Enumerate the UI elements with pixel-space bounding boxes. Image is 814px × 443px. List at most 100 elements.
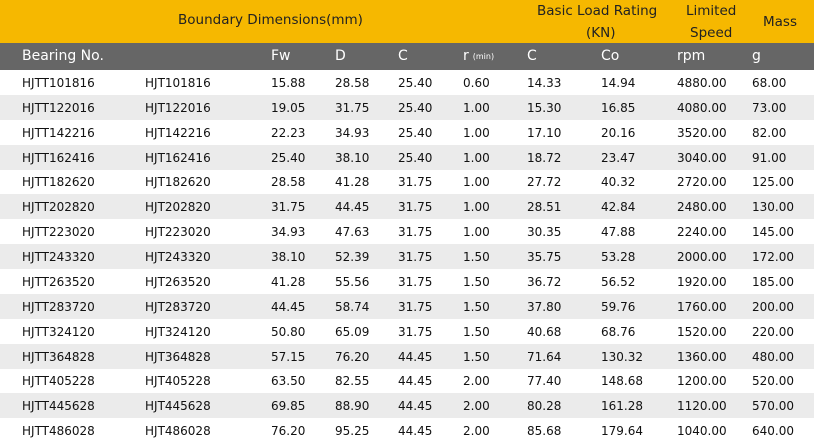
cell: 179.64: [601, 424, 643, 439]
cell: 52.39: [335, 250, 370, 265]
cell: HJTT486028: [22, 424, 95, 439]
table-row: HJTT283720 HJT283720 44.45 58.74 31.75 1.50 37…: [0, 293, 814, 319]
cell: 36.72: [527, 274, 562, 289]
cell: HJT243320: [145, 250, 211, 265]
cell: HJT142216: [145, 125, 211, 140]
header-text: Mass: [763, 14, 797, 30]
cell: 31.75: [335, 100, 370, 115]
cell: 570.00: [752, 399, 794, 414]
cell: 31.75: [398, 200, 433, 215]
cell: 1.00: [463, 225, 490, 240]
cell: 1760.00: [677, 299, 727, 314]
header-label: r: [463, 48, 469, 64]
table-row: HJTT162416 HJT162416 25.40 38.10 25.40 1.00 18…: [0, 144, 814, 170]
cell: HJTT405228: [22, 374, 95, 389]
cell: 2480.00: [677, 200, 727, 215]
cell: 480.00: [752, 349, 794, 364]
column-header: C: [527, 48, 537, 64]
cell: 59.76: [601, 299, 636, 314]
table-row: HJTT122016 HJT122016 19.05 31.75 25.40 1.00 15…: [0, 94, 814, 120]
column-header: Fw: [271, 48, 291, 64]
cell: HJT223020: [145, 225, 211, 240]
cell: 28.58: [271, 175, 306, 190]
cell: 68.00: [752, 76, 787, 90]
cell: 200.00: [752, 299, 794, 314]
table-row: HJTT263520 HJT263520 41.28 55.56 31.75 1.50 36…: [0, 269, 814, 294]
cell: HJT324120: [145, 324, 211, 339]
cell: HJTT283720: [22, 299, 95, 314]
cell: 14.33: [527, 76, 562, 90]
header-text: Limited: [686, 3, 737, 19]
column-header: rpm: [677, 48, 705, 64]
cell: 1.50: [463, 299, 490, 314]
cell: HJT364828: [145, 349, 211, 364]
cell: 63.50: [271, 374, 306, 389]
cell: 57.15: [271, 349, 306, 364]
cell: 44.45: [335, 200, 370, 215]
cell: 1200.00: [677, 374, 727, 389]
column-header: g: [752, 48, 761, 64]
header-text: Basic Load Rating: [537, 3, 658, 19]
header-text: (KN): [586, 25, 616, 41]
cell: 53.28: [601, 250, 636, 265]
cell: 34.93: [271, 225, 306, 240]
cell: 27.72: [527, 175, 562, 190]
table-row: HJTT405228 HJT405228 63.50 82.55 44.45 2.00 77…: [0, 368, 814, 393]
cell: 76.20: [335, 349, 370, 364]
cell: 44.45: [398, 374, 433, 389]
cell: 69.85: [271, 399, 306, 414]
cell: 3520.00: [677, 125, 727, 140]
cell: 15.30: [527, 100, 562, 115]
cell: 31.75: [398, 274, 433, 289]
cell: 1.50: [463, 324, 490, 339]
cell: HJT445628: [145, 399, 211, 414]
header-top: Boundary Dimensions(mm) Basic Load Ratin…: [0, 0, 814, 43]
cell: 68.76: [601, 324, 636, 339]
table-row: HJTT324120 HJT324120 50.80 65.09 31.75 1.50 40…: [0, 319, 814, 344]
cell: 41.28: [335, 175, 370, 190]
cell: 14.94: [601, 76, 636, 90]
cell: 1120.00: [677, 399, 727, 414]
cell: 65.09: [335, 324, 370, 339]
cell: HJTT162416: [22, 150, 95, 165]
table-row: HJTT486028 HJT486028 76.20 95.25 44.45 2.00 85…: [0, 418, 814, 443]
cell: 42.84: [601, 200, 636, 215]
cell: 2240.00: [677, 225, 727, 240]
cell: 23.47: [601, 150, 636, 165]
cell: 2.00: [463, 399, 490, 414]
cell: 30.35: [527, 225, 562, 240]
cell: 28.58: [335, 76, 370, 90]
cell: 44.45: [398, 424, 433, 439]
cell: HJTT101816: [22, 76, 95, 90]
cell: 95.25: [335, 424, 370, 439]
cell: 44.45: [271, 299, 306, 314]
cell: 130.00: [752, 200, 794, 215]
cell: 1.50: [463, 250, 490, 265]
table-row: HJTT223020 HJT223020 34.93 47.63 31.75 1.00 30…: [0, 219, 814, 244]
cell: 25.40: [398, 150, 433, 165]
column-header: C: [398, 48, 408, 64]
cell: 25.40: [271, 150, 306, 165]
cell: HJTT324120: [22, 324, 95, 339]
header-label: Fw: [271, 48, 291, 64]
cell: 0.60: [463, 76, 490, 90]
cell: 2720.00: [677, 175, 727, 190]
header-label: C: [398, 48, 408, 64]
cell: HJTT122016: [22, 100, 95, 115]
cell: 31.75: [398, 299, 433, 314]
header-label: D: [335, 48, 346, 64]
cell: 47.88: [601, 225, 636, 240]
table-row: HJTT182620 HJT182620 28.58 41.28 31.75 1.00 27…: [0, 169, 814, 194]
cell: 640.00: [752, 424, 794, 439]
cell: HJT101816: [145, 76, 211, 90]
header-text: Boundary Dimensions(mm): [178, 12, 363, 28]
column-header: D: [335, 48, 346, 64]
cell: 172.00: [752, 250, 794, 265]
cell: HJT162416: [145, 150, 211, 165]
column-header: Bearing No.: [22, 48, 104, 64]
cell: 1360.00: [677, 349, 727, 364]
cell: 19.05: [271, 100, 306, 115]
cell: 130.32: [601, 349, 643, 364]
cell: 31.75: [398, 225, 433, 240]
cell: 15.88: [271, 76, 306, 90]
